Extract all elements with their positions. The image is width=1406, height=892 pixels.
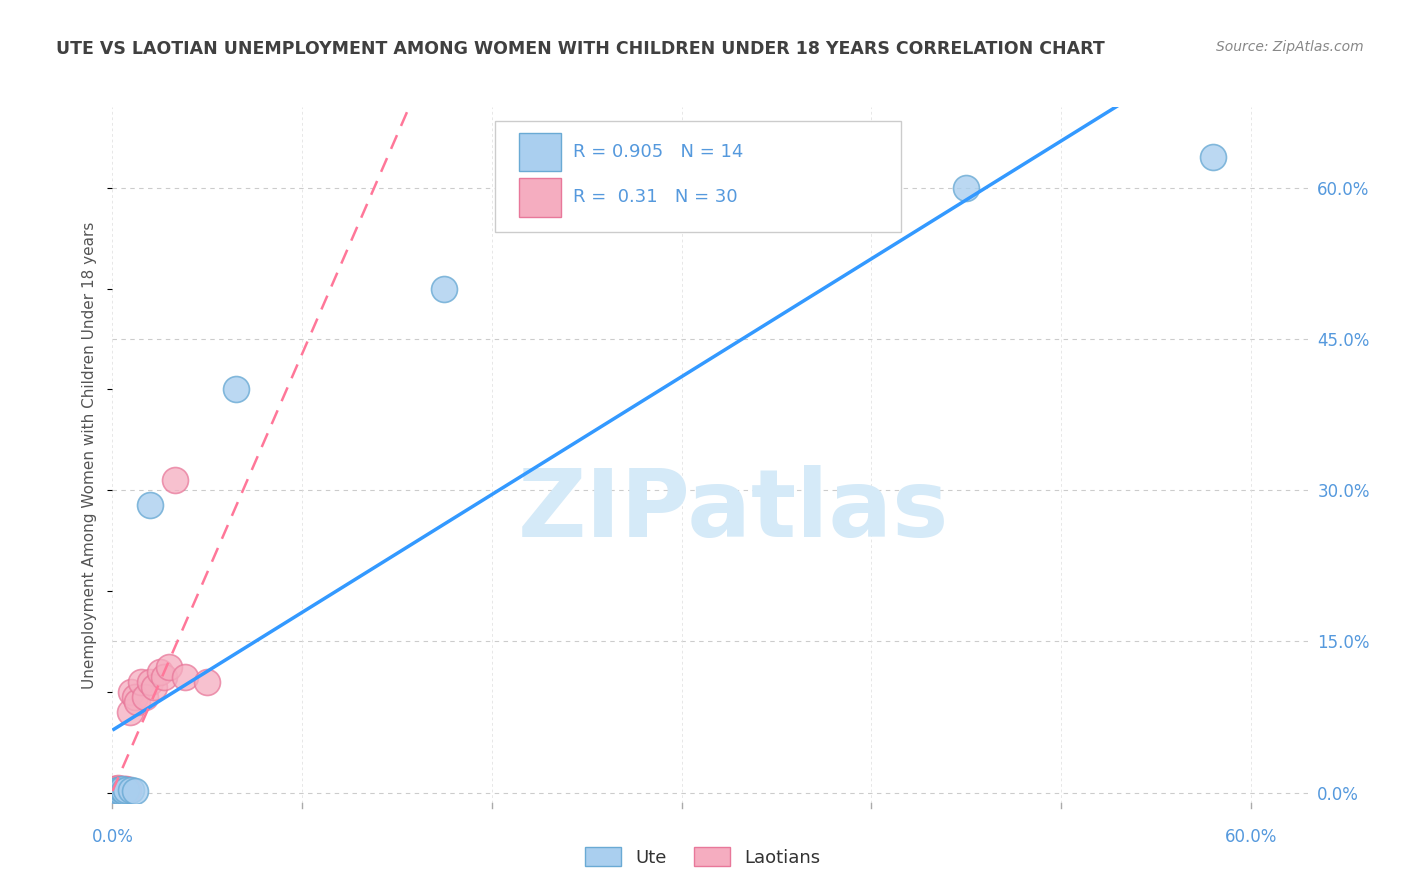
Point	[111, 782, 134, 797]
Text: Source: ZipAtlas.com: Source: ZipAtlas.com	[1216, 40, 1364, 54]
Point	[105, 783, 128, 797]
Point	[195, 674, 218, 689]
Point	[120, 782, 142, 797]
Point	[105, 783, 128, 797]
Point	[114, 782, 136, 797]
Point	[118, 705, 141, 719]
Point	[108, 783, 131, 797]
FancyBboxPatch shape	[519, 178, 561, 217]
Point	[433, 281, 456, 295]
Point	[139, 499, 162, 513]
Point	[152, 670, 174, 684]
Point	[107, 782, 129, 797]
Point	[120, 685, 142, 699]
Point	[157, 659, 180, 673]
Point	[149, 665, 172, 679]
Point	[173, 670, 195, 684]
Point	[105, 781, 128, 796]
Point	[117, 782, 139, 797]
Point	[111, 783, 134, 797]
Point	[1202, 151, 1225, 165]
Point	[107, 783, 129, 797]
Y-axis label: Unemployment Among Women with Children Under 18 years: Unemployment Among Women with Children U…	[82, 221, 97, 689]
Point	[107, 780, 129, 795]
Point	[107, 782, 129, 797]
Point	[112, 783, 135, 797]
Point	[955, 180, 977, 194]
Point	[108, 782, 131, 797]
FancyBboxPatch shape	[495, 121, 901, 232]
Point	[108, 781, 131, 796]
Point	[124, 690, 146, 704]
Point	[111, 782, 134, 797]
Point	[103, 782, 125, 797]
Point	[127, 695, 149, 709]
Point	[225, 383, 247, 397]
Point	[112, 781, 135, 796]
Text: ZIPatlas: ZIPatlas	[519, 465, 949, 557]
FancyBboxPatch shape	[519, 133, 561, 171]
Point	[143, 680, 166, 694]
Point	[112, 782, 135, 797]
Point	[114, 781, 136, 796]
Point	[114, 782, 136, 797]
Point	[129, 674, 152, 689]
Text: R = 0.905   N = 14: R = 0.905 N = 14	[572, 144, 742, 161]
Legend: Ute, Laotians: Ute, Laotians	[578, 840, 828, 874]
Point	[124, 783, 146, 797]
Point	[111, 781, 134, 796]
Point	[165, 473, 187, 487]
Point	[139, 674, 162, 689]
Text: UTE VS LAOTIAN UNEMPLOYMENT AMONG WOMEN WITH CHILDREN UNDER 18 YEARS CORRELATION: UTE VS LAOTIAN UNEMPLOYMENT AMONG WOMEN …	[56, 40, 1105, 58]
Point	[103, 781, 125, 796]
Point	[134, 690, 156, 704]
Text: R =  0.31   N = 30: R = 0.31 N = 30	[572, 188, 737, 206]
Text: 0.0%: 0.0%	[91, 828, 134, 846]
Text: 60.0%: 60.0%	[1225, 828, 1277, 846]
